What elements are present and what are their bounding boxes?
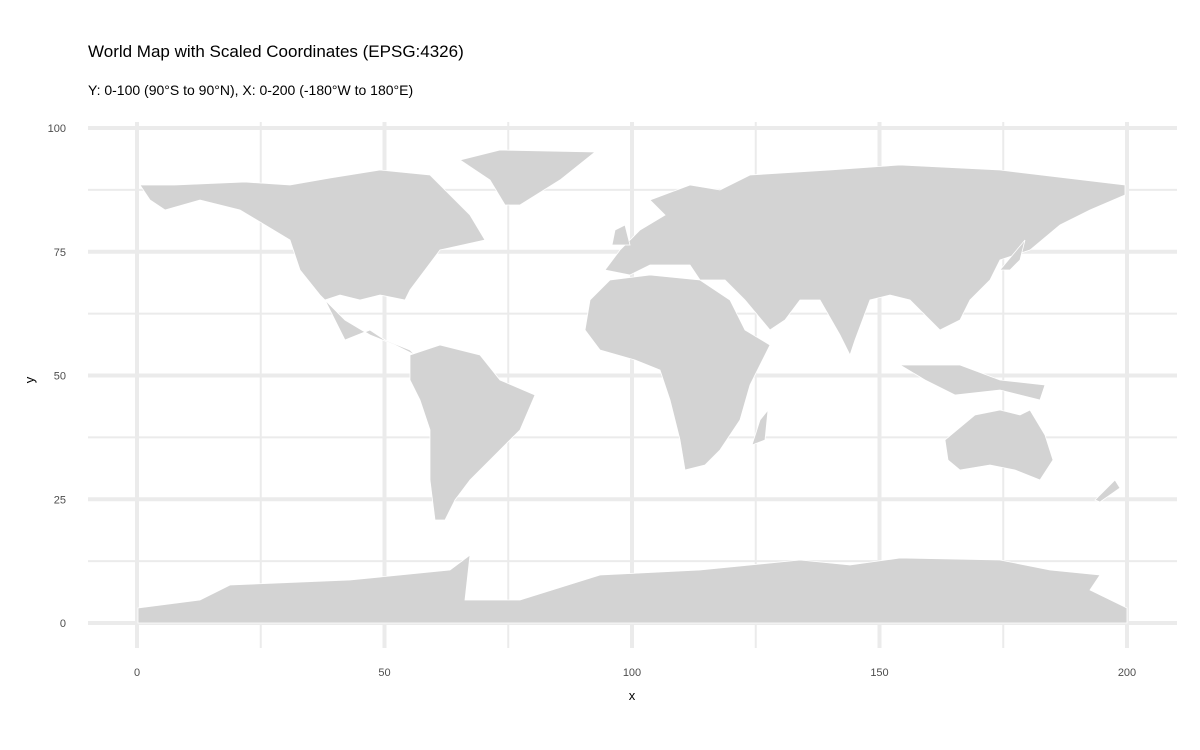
new-zealand: [1094, 479, 1121, 503]
x-tick-label: 100: [623, 667, 641, 679]
y-tick-label: 75: [54, 247, 66, 259]
south-america: [409, 344, 536, 521]
x-tick-label: 150: [870, 667, 888, 679]
antarctica: [137, 554, 1128, 624]
y-tick-label: 50: [54, 371, 66, 383]
madagascar: [751, 408, 769, 446]
y-tick-label: 100: [48, 123, 66, 135]
land-masses: [137, 149, 1128, 624]
greenland: [459, 149, 597, 206]
japan: [999, 239, 1026, 271]
eurasia: [604, 164, 1126, 357]
map-title: World Map with Scaled Coordinates (EPSG:…: [88, 42, 464, 61]
y-axis-label: y: [22, 376, 37, 383]
x-tick-label: 200: [1118, 667, 1136, 679]
australia: [944, 409, 1054, 481]
y-axis-ticks: 0 25 50 75 100: [48, 123, 66, 630]
indonesia: [898, 364, 1046, 401]
north-america: [139, 169, 486, 356]
y-tick-label: 0: [60, 618, 66, 630]
y-tick-label: 25: [54, 494, 66, 506]
x-tick-label: 0: [134, 667, 140, 679]
x-tick-label: 50: [378, 667, 390, 679]
africa: [584, 274, 771, 471]
x-axis-label: x: [629, 688, 636, 703]
x-axis-ticks: 0 50 100 150 200: [134, 667, 1136, 679]
great-britain: [611, 224, 631, 246]
map-subtitle: Y: 0-100 (90°S to 90°N), X: 0-200 (-180°…: [88, 82, 414, 98]
